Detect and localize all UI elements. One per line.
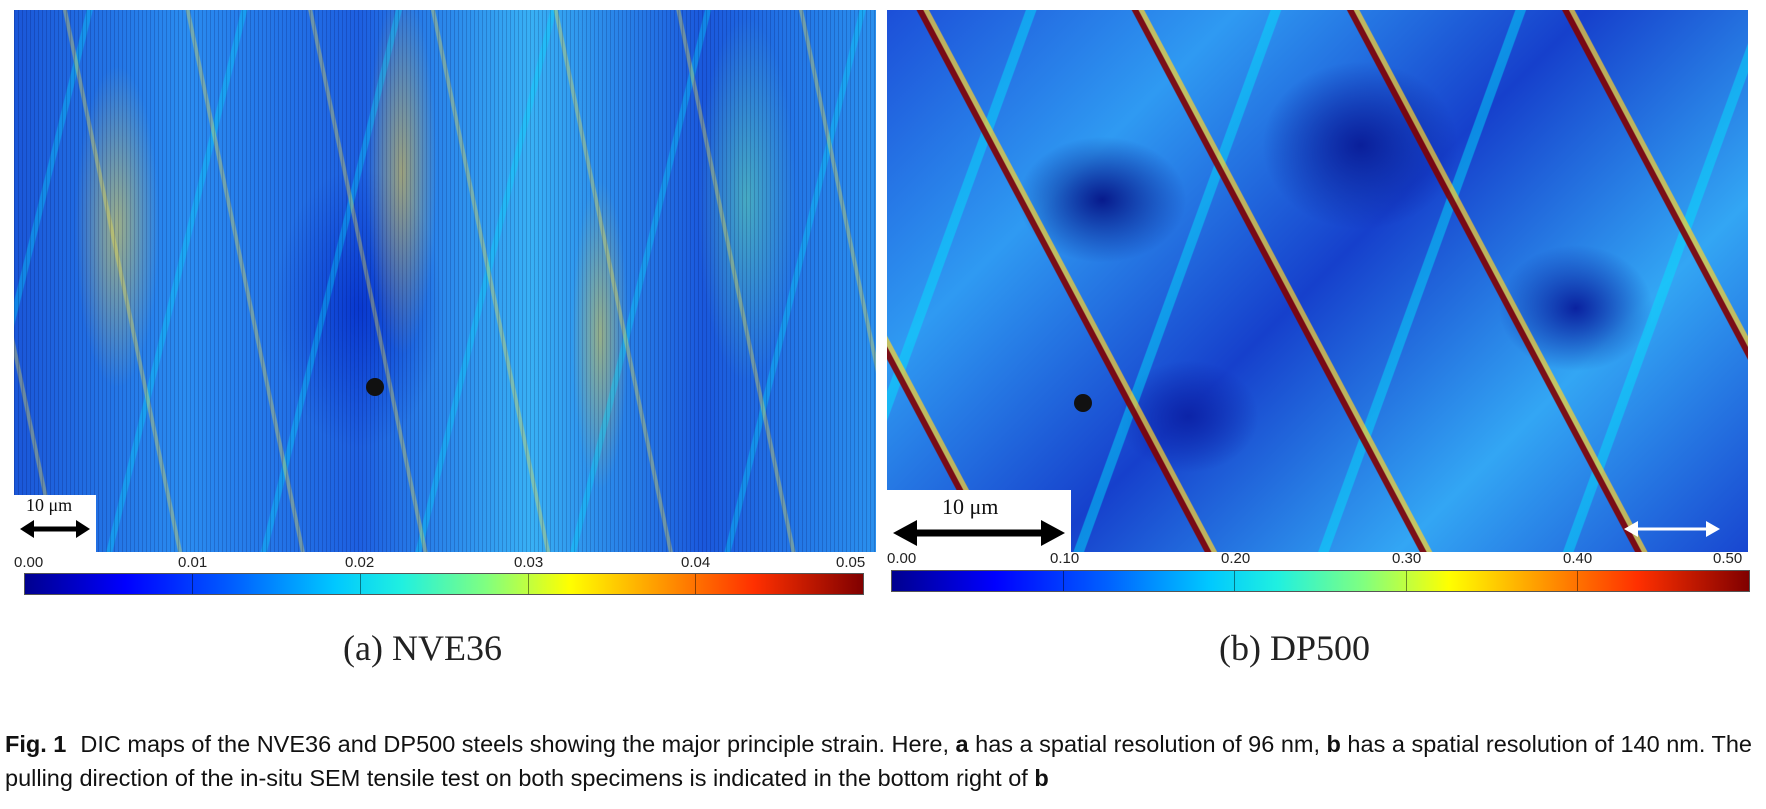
colorbar-b-tick: 0.50 — [1713, 550, 1743, 567]
scale-bar-b-arrow-icon — [893, 520, 1065, 546]
colorbar-b-ticks: 0.00 0.10 0.20 0.30 0.40 0.50 — [887, 550, 1748, 568]
caption-text: has a spatial resolution of 140 nm. The … — [5, 731, 1752, 791]
figure-caption: Fig. 1 DIC maps of the NVE36 and DP500 st… — [5, 727, 1761, 795]
colorbar-b — [891, 570, 1750, 592]
colorbar-b-tick: 0.30 — [1392, 550, 1422, 567]
colorbar-a-tick: 0.03 — [514, 554, 544, 571]
caption-text: has a spatial resolution of 96 nm, — [968, 731, 1327, 757]
caption-text: DIC maps of the NVE36 and DP500 steels s… — [80, 731, 956, 757]
caption-ref-a: a — [955, 731, 969, 757]
colorbar-b-tick: 0.40 — [1563, 550, 1593, 567]
scale-bar-b-label: 10 μm — [942, 494, 999, 519]
strain-map-nve36 — [14, 10, 876, 552]
scale-bar-b: 10 μm — [887, 490, 1071, 552]
colorbar-a-tick: 0.01 — [178, 554, 208, 571]
figure-label: Fig. 1 — [5, 731, 67, 757]
colorbar-a-tick: 0.00 — [14, 554, 44, 571]
colorbar-a — [24, 573, 864, 595]
colorbar-a-tick: 0.04 — [681, 554, 711, 571]
colorbar-b-tick: 0.00 — [887, 550, 917, 567]
scale-bar-a: 10 μm — [14, 495, 96, 552]
caption-ref-b: b — [1326, 731, 1341, 757]
colorbar-a-tick: 0.05 — [836, 554, 866, 571]
scale-bar-a-label: 10 μm — [26, 495, 73, 515]
reference-marker — [366, 378, 384, 396]
caption-ref-b-end: b — [1034, 765, 1049, 791]
reference-marker — [1074, 394, 1092, 412]
strain-map-dp500 — [887, 10, 1748, 552]
colorbar-a-ticks: 0.00 0.01 0.02 0.03 0.04 0.05 — [14, 554, 876, 572]
subcaption-a: (a) NVE36 — [343, 628, 502, 668]
scale-bar-a-arrow-icon — [20, 520, 90, 538]
pulling-direction-arrow-icon — [1624, 521, 1720, 537]
colorbar-a-tick: 0.02 — [345, 554, 375, 571]
colorbar-b-tick: 0.10 — [1050, 550, 1080, 567]
subcaption-b: (b) DP500 — [1219, 628, 1370, 668]
colorbar-b-tick: 0.20 — [1221, 550, 1251, 567]
